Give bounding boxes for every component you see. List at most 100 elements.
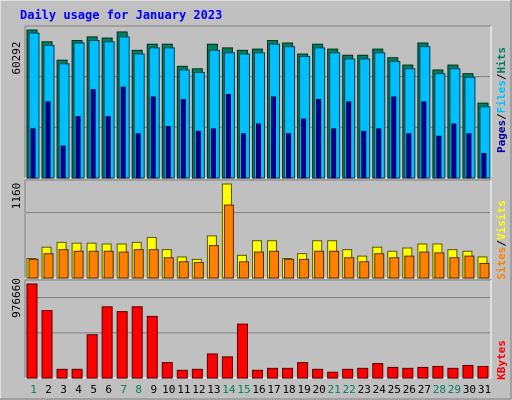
x-tick-label: 23 <box>358 383 371 396</box>
x-tick-label: 5 <box>90 383 97 396</box>
bar-sites-day-23 <box>359 261 370 279</box>
side-label-part: Visits <box>495 200 508 240</box>
bar-sites-day-6 <box>103 250 114 279</box>
x-tick-label: 22 <box>343 383 356 396</box>
bar-kbytes-day-7 <box>116 311 128 379</box>
side-label-part: Hits <box>495 47 508 74</box>
bar-pages-day-4 <box>75 116 81 179</box>
bar-pages-day-12 <box>195 130 201 179</box>
side-label-part: Pages <box>495 120 508 153</box>
bar-pages-day-26 <box>406 133 412 179</box>
bar-pages-day-10 <box>165 125 171 179</box>
bar-kbytes-day-17 <box>267 367 279 379</box>
bar-pages-day-29 <box>451 123 457 179</box>
side-label-part: KBytes <box>495 340 508 380</box>
bar-sites-day-21 <box>329 250 340 279</box>
x-tick-label: 13 <box>207 383 220 396</box>
bar-sites-day-27 <box>419 251 430 279</box>
bar-kbytes-day-6 <box>101 306 113 379</box>
bar-sites-day-17 <box>269 250 280 279</box>
bar-kbytes-day-15 <box>236 323 248 379</box>
bar-sites-day-25 <box>389 257 400 279</box>
bar-sites-day-22 <box>344 257 355 279</box>
x-tick-label: 4 <box>75 383 82 396</box>
bar-pages-day-19 <box>301 118 307 179</box>
bar-pages-day-24 <box>376 128 382 179</box>
x-tick-label: 31 <box>478 383 491 396</box>
bar-kbytes-day-13 <box>206 353 218 379</box>
x-tick-label: 20 <box>313 383 326 396</box>
bar-sites-day-10 <box>163 257 174 279</box>
x-tick-label: 9 <box>150 383 157 396</box>
bar-kbytes-day-28 <box>432 365 444 379</box>
bar-sites-day-8 <box>133 249 144 279</box>
bar-pages-day-3 <box>60 145 66 179</box>
bar-sites-day-24 <box>374 253 385 279</box>
bar-kbytes-day-12 <box>191 368 203 379</box>
side-label-part: / <box>495 240 508 247</box>
bar-pages-day-17 <box>271 96 277 179</box>
bar-kbytes-day-10 <box>161 362 173 379</box>
bar-pages-day-11 <box>180 98 186 179</box>
bar-pages-day-20 <box>316 98 322 179</box>
bar-kbytes-day-8 <box>131 306 143 379</box>
bar-pages-day-31 <box>481 152 487 179</box>
x-tick-label: 29 <box>448 383 461 396</box>
bar-sites-day-28 <box>434 252 445 279</box>
x-tick-label: 16 <box>252 383 265 396</box>
bar-sites-day-12 <box>193 262 204 279</box>
side-label-kbytes: KBytes <box>495 340 508 380</box>
panel-hits-files-pages <box>24 25 492 179</box>
bar-sites-day-9 <box>148 249 159 279</box>
side-label-part: Sites <box>495 247 508 280</box>
bar-sites-day-26 <box>404 255 415 279</box>
x-tick-label: 12 <box>192 383 205 396</box>
bar-sites-day-29 <box>449 257 460 279</box>
side-label-visits-sites: Sites/Visits <box>495 200 508 280</box>
bar-kbytes-day-16 <box>251 369 263 379</box>
bar-pages-day-21 <box>331 128 337 179</box>
side-label-part: / <box>495 73 508 80</box>
bar-sites-day-14 <box>223 204 234 279</box>
bar-pages-day-8 <box>135 133 141 179</box>
bar-kbytes-day-19 <box>297 362 309 379</box>
panel3-ymax-label: 976660 <box>10 278 23 318</box>
bar-kbytes-day-23 <box>357 367 369 379</box>
bar-kbytes-day-9 <box>146 315 158 379</box>
bar-sites-day-30 <box>464 255 475 279</box>
bar-kbytes-day-24 <box>372 363 384 379</box>
x-tick-label: 7 <box>120 383 127 396</box>
bar-sites-day-7 <box>118 251 129 279</box>
bar-kbytes-day-25 <box>387 366 399 379</box>
bar-kbytes-day-5 <box>86 334 98 379</box>
bar-pages-day-9 <box>150 96 156 179</box>
x-tick-label: 8 <box>135 383 142 396</box>
side-label-hits-files-pages: Pages/Files/Hits <box>495 47 508 153</box>
bar-pages-day-5 <box>90 89 96 179</box>
bar-sites-day-2 <box>43 253 54 279</box>
bar-sites-day-13 <box>208 245 219 279</box>
bar-pages-day-16 <box>255 123 261 179</box>
bar-sites-day-1 <box>28 258 39 279</box>
bar-pages-day-30 <box>466 133 472 179</box>
x-tick-label: 17 <box>267 383 280 396</box>
side-label-part: / <box>495 113 508 120</box>
x-tick-label: 21 <box>328 383 341 396</box>
bar-kbytes-day-18 <box>282 367 294 379</box>
panel1-ymax-label: 60292 <box>10 41 23 74</box>
bar-sites-day-11 <box>178 261 189 279</box>
x-tick-label: 2 <box>45 383 52 396</box>
bar-pages-day-2 <box>45 101 51 179</box>
bar-sites-day-31 <box>479 262 490 279</box>
bar-pages-day-27 <box>421 101 427 179</box>
bar-sites-day-15 <box>238 261 249 279</box>
bar-pages-day-7 <box>120 86 126 179</box>
x-tick-label: 18 <box>282 383 295 396</box>
bar-kbytes-day-1 <box>26 283 38 379</box>
x-tick-label: 15 <box>237 383 250 396</box>
bar-pages-day-15 <box>240 133 246 179</box>
bar-kbytes-day-22 <box>342 368 354 379</box>
x-tick-label: 26 <box>403 383 416 396</box>
x-tick-label: 1 <box>30 383 37 396</box>
